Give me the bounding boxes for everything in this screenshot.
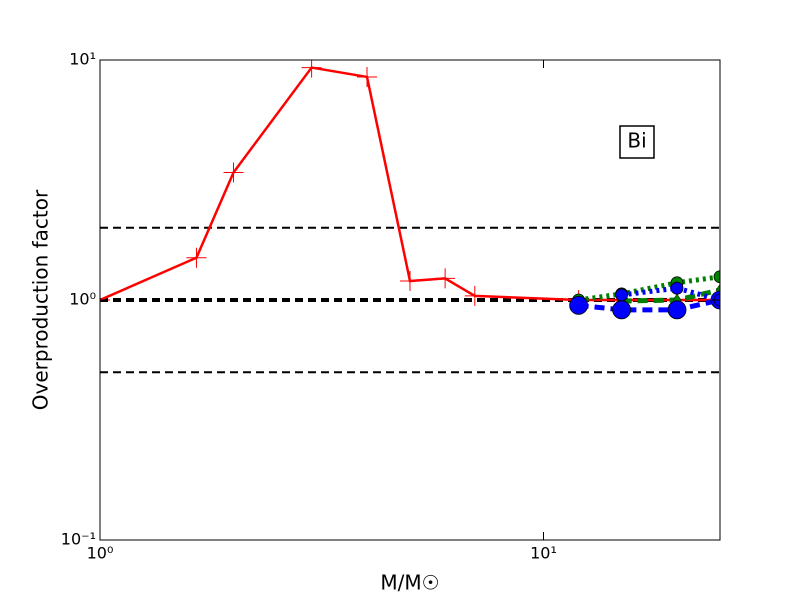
marker [186, 247, 207, 268]
marker [615, 288, 629, 302]
series-line [578, 297, 720, 313]
marker [464, 285, 485, 306]
series-line [578, 274, 720, 303]
x-tick-label: 10¹ [530, 544, 557, 563]
marker [670, 281, 684, 295]
y-tick-label: 10¹ [69, 50, 96, 69]
marker [301, 60, 322, 78]
marker [612, 300, 632, 320]
marker [667, 300, 687, 320]
x-tick-label: 10⁰ [87, 544, 114, 563]
y-tick-label: 10⁻¹ [61, 530, 96, 549]
x-axis-title: M/M☉ [380, 571, 439, 595]
annotation-box [619, 125, 655, 159]
marker [400, 270, 420, 291]
marker [223, 162, 244, 183]
annotation: Bi [627, 129, 646, 153]
series-line [621, 285, 720, 303]
marker [713, 270, 720, 284]
marker [357, 66, 378, 87]
marker [435, 268, 456, 289]
y-axis-title: Overproduction factor [29, 189, 53, 410]
y-tick-label: 10⁰ [69, 290, 96, 309]
marker [569, 295, 589, 315]
